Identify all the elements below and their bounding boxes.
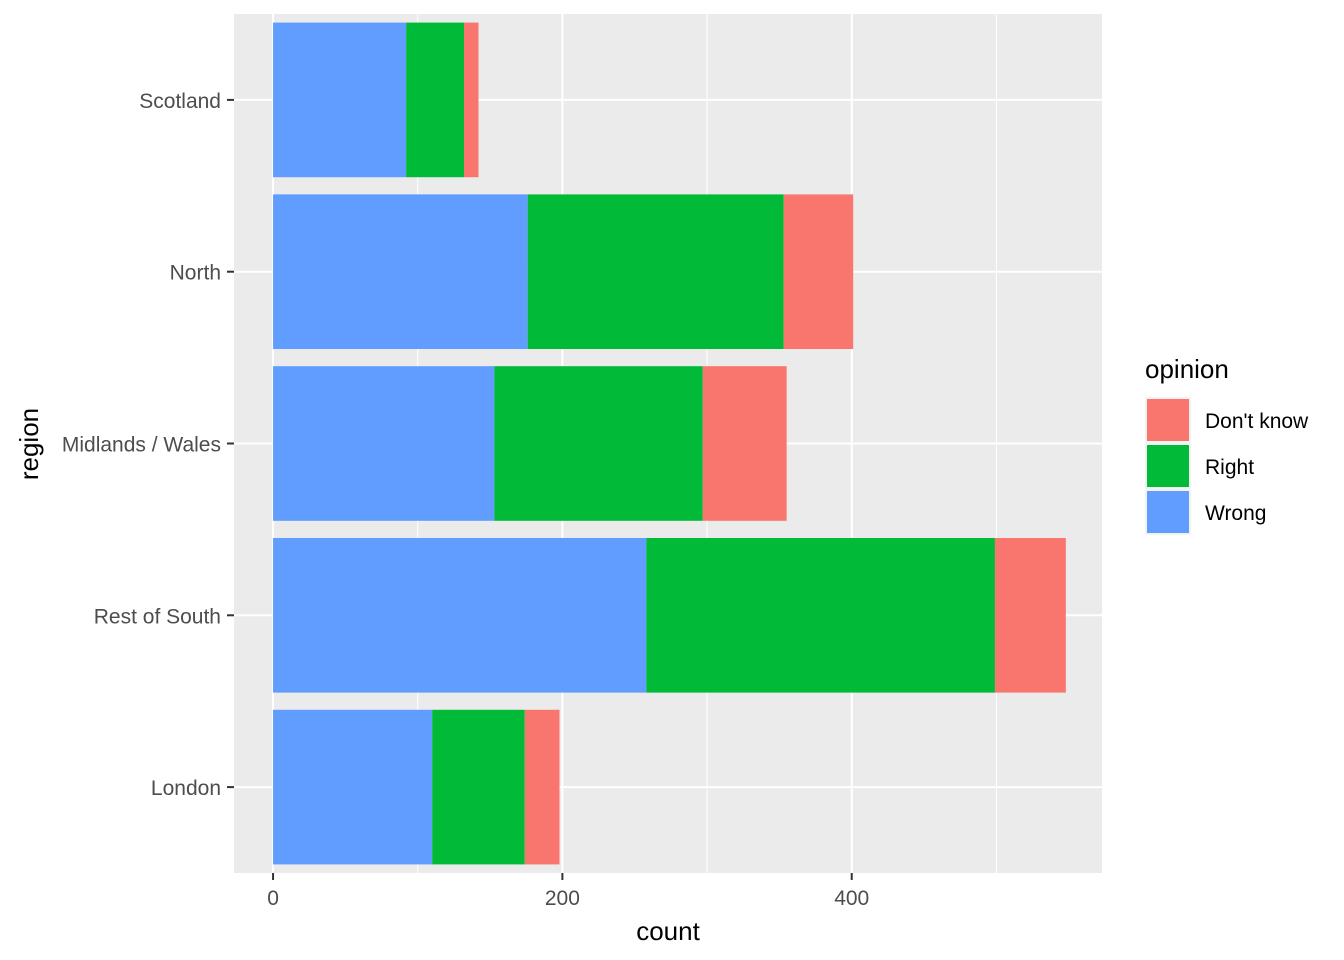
legend-label-right: Right xyxy=(1205,456,1254,479)
y-tick-label: Rest of South xyxy=(94,605,221,628)
legend-label-wrong: Wrong xyxy=(1205,502,1266,525)
bar-midlands-wales-wrong xyxy=(273,366,495,521)
y-tick-label: Midlands / Wales xyxy=(62,434,221,457)
legend-swatch-don-t-know xyxy=(1147,399,1189,441)
bar-scotland-don-t-know xyxy=(464,22,479,178)
x-axis: 0 200 400 xyxy=(267,873,869,910)
y-axis-title: region xyxy=(14,408,44,480)
legend: opinion Don't know Right Wrong xyxy=(1145,354,1309,535)
bar-london-don-t-know xyxy=(524,709,560,865)
legend-swatch-right xyxy=(1147,445,1189,487)
x-tick-label: 0 xyxy=(267,887,279,910)
legend-label-don-t-know: Don't know xyxy=(1205,410,1309,433)
bar-rest-of-south-don-t-know xyxy=(994,537,1066,693)
legend-swatch-wrong xyxy=(1147,491,1189,533)
legend-title: opinion xyxy=(1145,354,1229,384)
x-axis-title: count xyxy=(636,916,700,946)
bar-london-wrong xyxy=(273,709,433,865)
bar-midlands-wales-don-t-know xyxy=(702,366,787,521)
x-tick-label: 200 xyxy=(545,887,580,910)
y-tick-label: North xyxy=(170,262,221,285)
y-tick-label: Scotland xyxy=(139,90,221,113)
x-tick-label: 400 xyxy=(834,887,869,910)
bar-scotland-wrong xyxy=(273,22,407,178)
y-axis: London Rest of South Midlands / Wales North… xyxy=(62,90,234,800)
y-tick-label: London xyxy=(151,777,221,800)
bars xyxy=(273,22,1066,865)
bar-north-wrong xyxy=(273,194,528,350)
bar-midlands-wales-right xyxy=(494,366,703,521)
bar-london-right xyxy=(432,709,525,865)
bar-scotland-right xyxy=(406,22,465,178)
bar-north-don-t-know xyxy=(783,194,854,350)
bar-north-right xyxy=(527,194,784,350)
bar-rest-of-south-right xyxy=(646,537,995,693)
bar-rest-of-south-wrong xyxy=(273,537,647,693)
